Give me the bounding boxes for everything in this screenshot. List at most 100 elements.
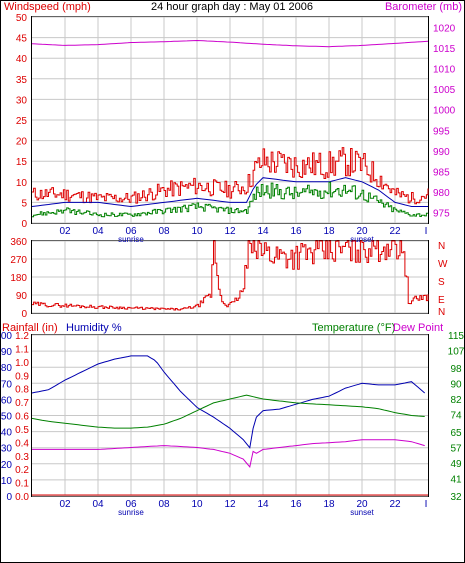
humidity-tick-label: 20 — [1, 460, 13, 471]
dewpoint-axis-label: Dew Point — [393, 322, 443, 334]
hour-tick-label: 12 — [224, 226, 236, 237]
humidity-tick-label: 50 — [1, 412, 13, 423]
barometer-tick-label: 1000 — [433, 106, 456, 117]
hour-end-label: I — [425, 499, 428, 510]
series-line-windspeed-avg — [31, 177, 428, 208]
humidity-axis-label: Humidity % — [66, 322, 122, 334]
direction-tick-label: 180 — [10, 273, 27, 284]
rainfall-tick-label: 0.3 — [15, 452, 29, 463]
compass-label: N — [438, 241, 445, 252]
humidity-tick-label: 0 — [6, 492, 12, 503]
direction-tick-label: 90 — [16, 291, 28, 302]
barometer-tick-label: 980 — [433, 188, 450, 199]
humidity-tick-label: 10 — [1, 476, 13, 487]
windspeed-tick-label: 5 — [21, 198, 27, 209]
hour-tick-label: 16 — [290, 226, 302, 237]
rainfall-tick-label: 1.1 — [15, 344, 29, 355]
series-line-barometer-mb- — [31, 39, 429, 48]
temperature-tick-label: 41 — [450, 475, 462, 486]
hour-tick-label: 10 — [191, 499, 203, 510]
temperature-tick-label: 32 — [450, 492, 462, 503]
temperature-tick-label: 57 — [450, 444, 462, 455]
hour-tick-label: 22 — [389, 226, 401, 237]
rainfall-tick-label: 0.4 — [15, 438, 29, 449]
barometer-tick-label: 1015 — [433, 44, 456, 55]
temperature-tick-label: 49 — [450, 459, 462, 470]
hour-tick-label: 08 — [158, 226, 170, 237]
rainfall-tick-label: 0.7 — [15, 398, 29, 409]
humidity-tick-label: 80 — [1, 363, 13, 374]
windspeed-tick-label: 40 — [16, 54, 28, 65]
windspeed-tick-label: 10 — [16, 178, 28, 189]
barometer-tick-label: 985 — [433, 168, 450, 179]
direction-tick-label: 0 — [21, 309, 27, 320]
temperature-tick-label: 74 — [450, 411, 462, 422]
rainfall-tick-label: 1.2 — [15, 331, 29, 342]
rainfall-tick-label: 0.2 — [15, 465, 29, 476]
hour-tick-label: 20 — [356, 499, 368, 510]
temperature-tick-label: 98 — [450, 364, 462, 375]
sunset-label: sunset — [350, 235, 374, 244]
hour-tick-label: 12 — [224, 499, 236, 510]
windspeed-tick-label: 30 — [16, 95, 28, 106]
barometer-tick-label: 1010 — [433, 65, 456, 76]
temperature-tick-label: 90 — [450, 379, 462, 390]
hour-tick-label: 20 — [356, 226, 368, 237]
gridlines — [32, 16, 428, 497]
barometer-tick-label: 1020 — [433, 23, 456, 34]
rainfall-tick-label: 0.6 — [15, 412, 29, 423]
compass-label: E — [438, 295, 445, 306]
rainfall-axis-label: Rainfall (in) — [2, 322, 58, 334]
barometer-tick-label: 995 — [433, 126, 450, 137]
temperature-tick-label: 65 — [450, 428, 462, 439]
humidity-tick-label: 30 — [1, 444, 13, 455]
rainfall-tick-label: 0.5 — [15, 425, 29, 436]
rainfall-tick-label: 0.1 — [15, 479, 29, 490]
hour-tick-label: 04 — [92, 499, 104, 510]
direction-tick-label: 270 — [10, 255, 27, 266]
rainfall-tick-label: 0.9 — [15, 371, 29, 382]
windspeed-axis-label: Windspeed (mph) — [4, 1, 91, 13]
temperature-axis-label: Temperature (°F) — [312, 322, 395, 334]
data-series — [31, 39, 429, 496]
hour-tick-label: 08 — [158, 499, 170, 510]
series-line-temperature-f- — [31, 394, 425, 429]
compass-label: S — [438, 277, 445, 288]
sunrise-label: sunrise — [118, 508, 144, 517]
hour-tick-label: 14 — [257, 499, 269, 510]
series-line-dew-point — [32, 439, 425, 469]
humidity-tick-label: 60 — [1, 395, 13, 406]
hour-tick-label: 16 — [290, 499, 302, 510]
windspeed-tick-label: 25 — [16, 116, 28, 127]
hour-tick-label: 18 — [323, 499, 335, 510]
temperature-tick-label: 115 — [448, 331, 464, 342]
rainfall-tick-label: 1.0 — [15, 358, 29, 369]
tick-labels: 0510152025303540455097598098599099510001… — [0, 13, 465, 517]
rainfall-tick-label: 0.0 — [15, 492, 29, 503]
series-line-windspeed-min — [32, 181, 428, 218]
sunset-label: sunset — [350, 508, 374, 517]
temperature-tick-label: 107 — [448, 347, 465, 358]
barometer-axis-label: Barometer (mb) — [385, 1, 462, 13]
humidity-tick-label: 100 — [0, 331, 12, 342]
hour-tick-label: 18 — [323, 226, 335, 237]
hour-tick-label: 06 — [125, 499, 137, 510]
hour-tick-label: 14 — [257, 226, 269, 237]
sunrise-label: sunrise — [118, 235, 144, 244]
barometer-tick-label: 975 — [433, 209, 450, 220]
hour-tick-label: 04 — [92, 226, 104, 237]
temperature-tick-label: 82 — [450, 395, 462, 406]
series-line-windspeed-mph- — [32, 147, 429, 205]
rainfall-tick-label: 0.8 — [15, 385, 29, 396]
series-line-humidity- — [31, 355, 426, 449]
windspeed-tick-label: 45 — [16, 34, 28, 45]
hour-end-label: I — [425, 226, 428, 237]
hour-tick-label: 02 — [59, 499, 71, 510]
barometer-tick-label: 1005 — [433, 85, 456, 96]
hour-tick-label: 06 — [125, 226, 137, 237]
barometer-tick-label: 990 — [433, 147, 450, 158]
chart-title: 24 hour graph day : May 01 2006 — [151, 1, 313, 13]
